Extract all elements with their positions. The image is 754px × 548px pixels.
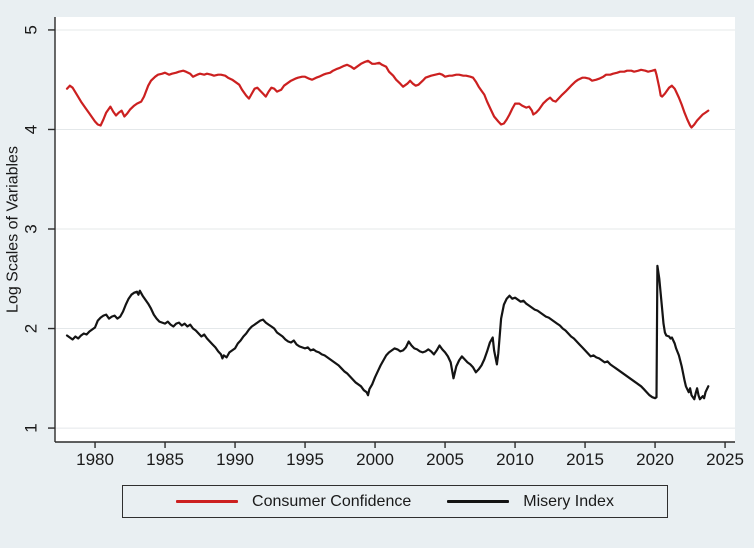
x-tick-label: 1985 [146, 450, 184, 469]
y-tick-label: 3 [22, 224, 41, 233]
consumer-confidence-line-sample [176, 500, 239, 503]
x-tick-label: 1995 [286, 450, 324, 469]
x-tick-label: 2000 [356, 450, 394, 469]
legend-item-consumer-confidence: Consumer Confidence [176, 493, 411, 511]
x-tick-label: 2015 [566, 450, 604, 469]
y-tick-label: 2 [22, 324, 41, 333]
y-axis-title: Log Scales of Variables [5, 146, 22, 313]
series-line-misery-index [65, 264, 710, 401]
x-tick-label: 1990 [216, 450, 254, 469]
x-tick-label: 2020 [636, 450, 674, 469]
misery-index-line-sample [447, 500, 510, 503]
series-line-consumer-confidence [65, 59, 710, 129]
y-tick-label: 4 [21, 125, 40, 134]
legend-item-misery-index: Misery Index [447, 493, 614, 511]
legend: Consumer Confidence Misery Index [122, 485, 668, 518]
legend-label-consumer-confidence: Consumer Confidence [252, 492, 412, 510]
x-tick-label: 2010 [496, 450, 534, 469]
x-tick-label: 1980 [76, 450, 114, 469]
x-tick-label: 2025 [706, 450, 744, 469]
y-tick-label: 1 [22, 423, 41, 432]
x-tick-label: 2005 [426, 450, 464, 469]
legend-label-misery-index: Misery Index [523, 492, 614, 510]
y-tick-label: 5 [22, 25, 41, 34]
